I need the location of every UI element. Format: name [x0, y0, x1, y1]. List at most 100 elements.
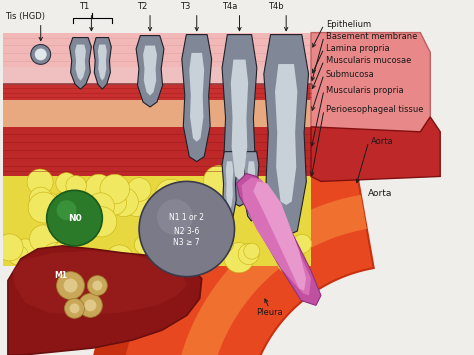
Circle shape	[164, 232, 187, 256]
Circle shape	[0, 234, 23, 261]
Polygon shape	[98, 45, 107, 81]
Polygon shape	[172, 195, 367, 355]
Circle shape	[102, 191, 127, 215]
Text: Submucosa: Submucosa	[326, 70, 374, 79]
Text: Basement membrane: Basement membrane	[326, 32, 417, 41]
Circle shape	[39, 193, 60, 215]
Circle shape	[224, 243, 254, 273]
Polygon shape	[189, 53, 204, 142]
Circle shape	[186, 242, 210, 265]
Polygon shape	[3, 33, 311, 67]
Circle shape	[28, 192, 59, 223]
Circle shape	[79, 294, 102, 317]
Text: N2 3-6: N2 3-6	[174, 226, 200, 235]
Circle shape	[244, 243, 260, 259]
Polygon shape	[3, 84, 311, 100]
Polygon shape	[8, 246, 202, 355]
Circle shape	[85, 174, 112, 201]
Polygon shape	[226, 161, 233, 210]
Text: M1: M1	[55, 271, 68, 280]
Circle shape	[150, 204, 170, 224]
Polygon shape	[254, 181, 306, 290]
Polygon shape	[3, 127, 311, 176]
Circle shape	[56, 200, 76, 220]
Text: Aorta: Aorta	[368, 189, 393, 198]
Circle shape	[203, 165, 235, 197]
Circle shape	[84, 300, 96, 311]
Text: N3 ≥ 7: N3 ≥ 7	[173, 239, 200, 247]
Circle shape	[35, 49, 46, 60]
Circle shape	[157, 199, 193, 235]
Circle shape	[292, 234, 312, 253]
Polygon shape	[13, 251, 187, 315]
Circle shape	[42, 242, 70, 271]
Circle shape	[56, 272, 84, 300]
Polygon shape	[237, 174, 321, 305]
Circle shape	[153, 220, 170, 237]
Polygon shape	[264, 34, 309, 236]
Circle shape	[41, 238, 58, 255]
Circle shape	[134, 235, 154, 255]
Circle shape	[124, 191, 149, 217]
Circle shape	[29, 187, 52, 210]
Circle shape	[27, 169, 53, 195]
Polygon shape	[222, 34, 257, 206]
Circle shape	[193, 193, 218, 218]
Polygon shape	[244, 152, 259, 221]
Circle shape	[50, 193, 75, 217]
Polygon shape	[311, 33, 430, 137]
Circle shape	[127, 178, 151, 201]
Polygon shape	[311, 117, 440, 181]
Circle shape	[177, 183, 196, 202]
Text: Perioesophageal tissue: Perioesophageal tissue	[326, 105, 423, 114]
Circle shape	[87, 275, 107, 295]
Text: Muscularis mucosae: Muscularis mucosae	[326, 56, 411, 65]
Text: Lamina propria: Lamina propria	[326, 44, 390, 53]
Circle shape	[8, 245, 28, 265]
Polygon shape	[3, 100, 311, 127]
Text: N0: N0	[68, 214, 82, 223]
Text: T4a: T4a	[222, 2, 237, 11]
Circle shape	[70, 304, 80, 313]
Text: T4b: T4b	[268, 2, 284, 11]
Circle shape	[238, 244, 259, 264]
Circle shape	[185, 198, 202, 215]
Circle shape	[100, 174, 129, 204]
Polygon shape	[143, 45, 157, 95]
Circle shape	[139, 181, 235, 277]
Polygon shape	[93, 38, 111, 89]
Text: N1 1 or 2: N1 1 or 2	[169, 213, 204, 222]
Polygon shape	[275, 64, 297, 205]
Circle shape	[276, 246, 305, 274]
Circle shape	[178, 247, 195, 265]
Circle shape	[56, 173, 77, 194]
Polygon shape	[182, 34, 212, 162]
Text: Pleura: Pleura	[256, 308, 283, 317]
Circle shape	[64, 279, 77, 293]
Circle shape	[109, 187, 138, 217]
Circle shape	[46, 190, 102, 246]
Circle shape	[51, 241, 76, 266]
Polygon shape	[222, 152, 237, 221]
Circle shape	[217, 235, 234, 252]
Text: T2: T2	[137, 2, 147, 11]
Circle shape	[64, 299, 84, 318]
Circle shape	[246, 188, 265, 207]
Circle shape	[181, 185, 198, 202]
Circle shape	[66, 176, 86, 196]
Circle shape	[87, 193, 114, 220]
Polygon shape	[3, 67, 311, 84]
Polygon shape	[3, 176, 311, 266]
Circle shape	[31, 44, 51, 64]
Text: Tis (HGD): Tis (HGD)	[5, 12, 45, 21]
Polygon shape	[75, 45, 86, 81]
Text: T1: T1	[79, 2, 90, 11]
Circle shape	[29, 225, 57, 253]
Circle shape	[12, 239, 38, 264]
Text: T3: T3	[180, 2, 190, 11]
Circle shape	[155, 207, 172, 223]
Circle shape	[68, 200, 96, 228]
Polygon shape	[117, 141, 374, 355]
Circle shape	[106, 245, 133, 272]
Circle shape	[86, 207, 117, 237]
